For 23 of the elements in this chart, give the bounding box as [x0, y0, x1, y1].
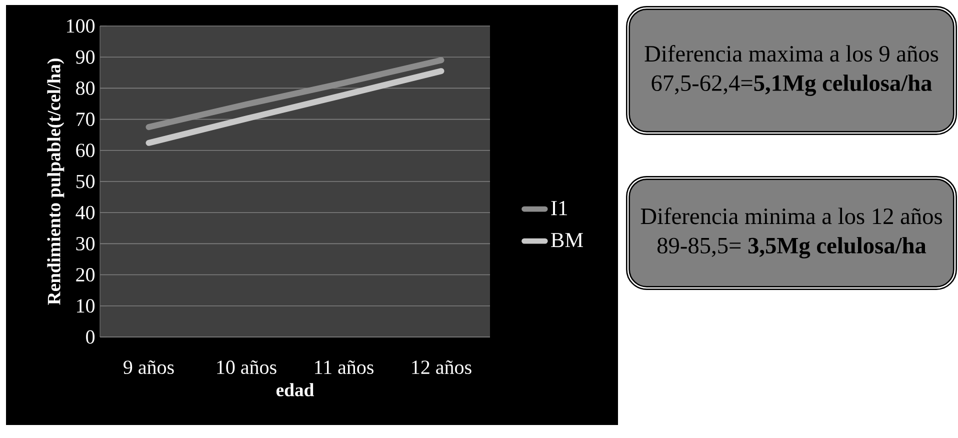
text: 89-85,5= 3,5Mg celulosa/ha	[657, 237, 926, 258]
x-tick-label: 9 años	[124, 360, 174, 374]
y-axis-title: Rendimiento pulpable(t/cel/ha)	[47, 58, 64, 305]
legend-label: I1	[551, 201, 567, 216]
y-tick-label: 90	[76, 50, 95, 64]
x-tick-label: 10 años	[217, 360, 276, 374]
y-tick-label: 10	[77, 299, 95, 313]
y-tick-label: 70	[76, 112, 95, 126]
text: Diferencia minima a los 12 años	[640, 208, 942, 224]
y-tick-label: 0	[86, 330, 95, 344]
y-tick-label: 40	[76, 206, 95, 220]
legend-label: BM	[551, 233, 583, 248]
y-tick-label: 100	[67, 19, 95, 33]
y-tick-label: 50	[76, 174, 95, 188]
y-tick-label: 80	[76, 81, 95, 95]
y-tick-label: 60	[76, 144, 95, 158]
x-tick-label: 11 años	[315, 360, 374, 374]
x-tick-label: 12 años	[412, 360, 472, 374]
text: 67,5-62,4=5,1Mg celulosa/ha	[652, 74, 932, 96]
y-tick-label: 30	[76, 236, 95, 250]
x-axis-title: edad	[276, 383, 314, 396]
text: Diferencia maxima a los 9 años	[644, 45, 938, 62]
y-tick-label: 20	[76, 268, 95, 282]
